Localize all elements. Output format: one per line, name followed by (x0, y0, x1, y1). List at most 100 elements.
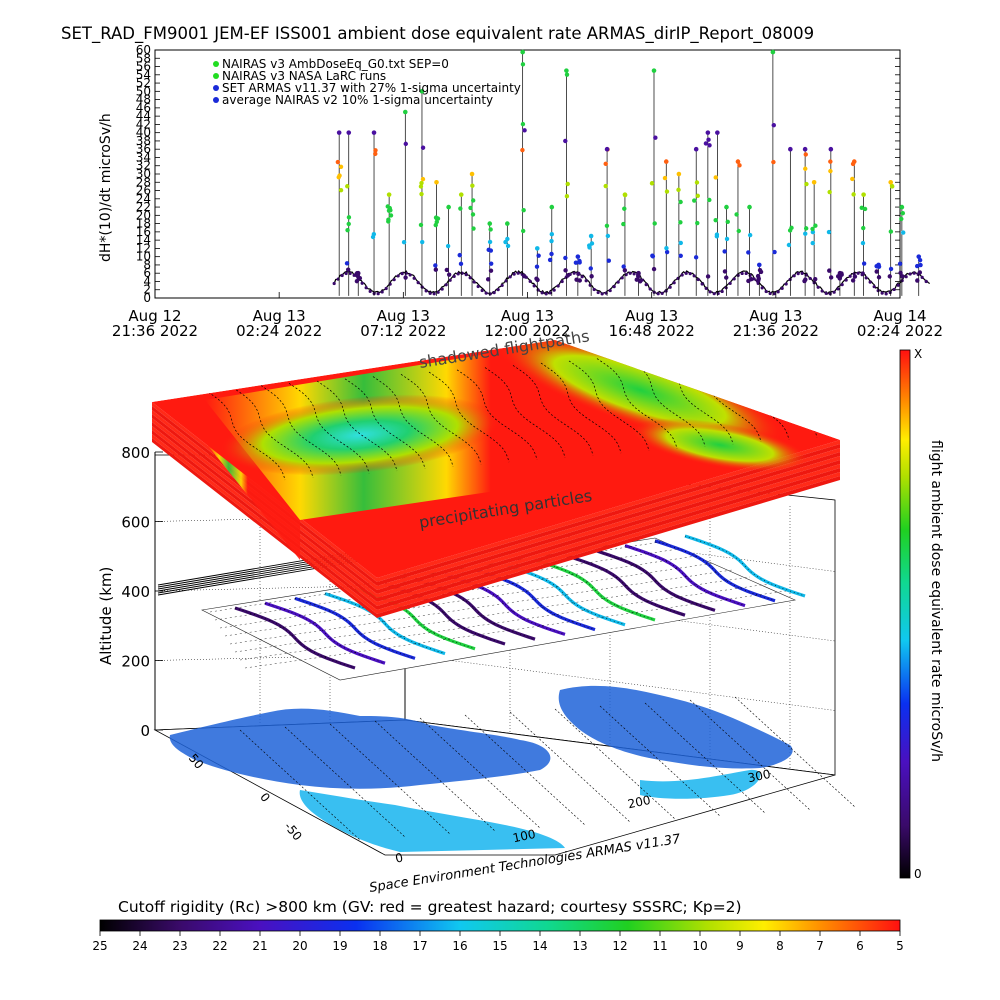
top-y-tick-label: 52 (136, 76, 151, 90)
spike-point (588, 266, 593, 271)
spike-top (676, 171, 682, 177)
spike-point (534, 276, 539, 281)
spike-point (445, 243, 451, 249)
baseline-point (512, 272, 516, 276)
baseline-point (476, 284, 480, 289)
bottom-colorbar-tick-label: 22 (212, 939, 227, 953)
spike-point (419, 180, 424, 186)
top-y-tick-label: 36 (136, 142, 151, 156)
baseline-point (444, 283, 448, 287)
spike-top (715, 130, 720, 135)
floor-track (284, 726, 406, 838)
orbit-wave (234, 606, 356, 670)
spike-point (772, 249, 777, 255)
spike-point (433, 267, 439, 272)
spike-top (724, 204, 729, 210)
baseline-point (360, 281, 364, 285)
bottom-colorbar-tick-label: 17 (412, 939, 427, 953)
spike-point (446, 272, 452, 277)
baseline-point (700, 282, 704, 286)
baseline-point (892, 287, 896, 292)
spike-point (549, 232, 555, 237)
slab-side-front (377, 444, 840, 586)
spike-top (888, 179, 894, 185)
baseline-point (720, 289, 724, 294)
spike-point (345, 184, 350, 189)
top-y-tick-label: 14 (136, 233, 151, 247)
baseline-point (820, 289, 824, 293)
spike-point (736, 228, 741, 234)
spike-top (747, 204, 752, 210)
spike-point (810, 229, 816, 235)
dose-rate-series (332, 49, 931, 296)
spike-top (604, 146, 610, 152)
dose-colorbar-label: flight ambient dose equivalent rate micr… (928, 440, 944, 762)
baseline-point (704, 286, 708, 291)
spike-point (401, 239, 407, 245)
spike-point (505, 243, 511, 249)
spike-point (653, 135, 658, 140)
baseline-point (424, 289, 428, 293)
baseline-point (644, 283, 648, 287)
spike-point (373, 151, 378, 157)
slab-blob-yellow (631, 418, 809, 472)
spike-point (664, 249, 670, 255)
spike-top (419, 89, 425, 94)
baseline-point (680, 273, 684, 277)
baseline-point (856, 271, 860, 275)
top-x-tick-day: Aug 13 (253, 307, 306, 325)
baseline-point (888, 290, 892, 295)
slab-side-front (377, 476, 840, 618)
spike-top (802, 146, 808, 152)
top-y-tick-label: 34 (136, 150, 151, 164)
slab-blob-cyan (220, 394, 500, 476)
slab-side-front (377, 472, 840, 614)
slab-track (596, 358, 678, 449)
spike-point (470, 198, 476, 203)
spike-point (576, 271, 581, 277)
baseline-point (480, 288, 484, 293)
spike-top (651, 68, 657, 73)
spike-point (746, 250, 751, 255)
spike-point (789, 225, 794, 231)
map-landmass-south (299, 790, 565, 852)
spike-point (725, 219, 730, 225)
top-y-tick-label: 38 (136, 134, 151, 148)
top-y-tick-label: 16 (136, 225, 151, 239)
spike-point (346, 215, 352, 220)
baseline-point (840, 283, 844, 287)
spike-top (469, 171, 475, 177)
baseline-point (876, 289, 880, 293)
spike-point (755, 278, 761, 284)
spike-point (755, 273, 761, 279)
top-y-tick-label: 20 (136, 208, 151, 222)
baseline-point (768, 291, 772, 296)
spike-point (549, 238, 554, 244)
spike-point (488, 268, 494, 273)
baseline-point (796, 272, 800, 276)
spike-point (434, 219, 439, 225)
baseline-point (600, 292, 604, 296)
spike-point (813, 276, 818, 282)
baseline-point (748, 273, 752, 278)
orbit-ribbon (201, 534, 806, 681)
legend-entry: NAIRAS v3 AmbDoseEq_G0.txt SEP=0 (222, 57, 449, 71)
spike-point (564, 193, 570, 199)
spike-point (876, 275, 882, 280)
spike-point (917, 270, 923, 275)
spike-top (434, 179, 439, 185)
slab-track (288, 383, 370, 474)
spike-point (747, 232, 753, 238)
spike-point (694, 180, 700, 185)
baseline-point (688, 272, 692, 276)
floor-track (419, 717, 541, 829)
grid-line (404, 654, 836, 711)
slab-track (456, 369, 538, 460)
spike-point (899, 216, 904, 222)
longitude-tick-label: 300 (747, 767, 772, 785)
legend-entry: NAIRAS v3 NASA LaRC runs (222, 69, 386, 83)
bottom-colorbar-tick-label: 11 (652, 939, 667, 953)
longitude-tick-label: 200 (627, 793, 652, 811)
baseline-point (572, 271, 576, 275)
